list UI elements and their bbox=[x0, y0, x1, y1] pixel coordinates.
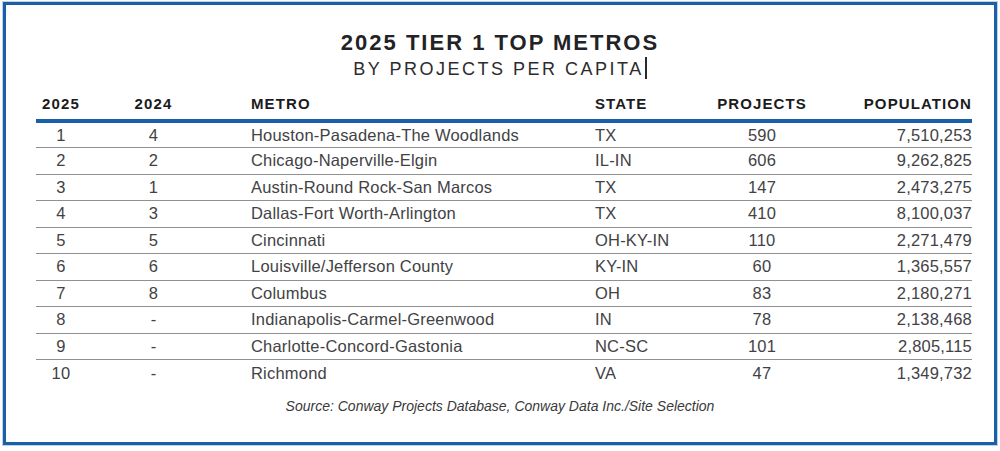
table-frame: 2025 TIER 1 TOP METROS BY PROJECTS PER C… bbox=[3, 2, 997, 445]
cell-rank-2025: 5 bbox=[36, 227, 86, 254]
cell-population: 9,262,825 bbox=[818, 148, 972, 175]
cell-metro: Dallas-Fort Worth-Arlington bbox=[221, 201, 586, 228]
cell-rank-2024: 4 bbox=[86, 121, 221, 148]
cell-rank-2025: 9 bbox=[36, 333, 86, 360]
cell-metro: Chicago-Naperville-Elgin bbox=[221, 148, 586, 175]
cell-state: TX bbox=[586, 201, 706, 228]
cell-rank-2025: 1 bbox=[36, 121, 86, 148]
cell-projects: 590 bbox=[706, 121, 818, 148]
cell-metro: Charlotte-Concord-Gastonia bbox=[221, 333, 586, 360]
cell-rank-2025: 6 bbox=[36, 254, 86, 281]
cell-rank-2025: 10 bbox=[36, 360, 86, 387]
cell-metro: Richmond bbox=[221, 360, 586, 387]
cell-state: KY-IN bbox=[586, 254, 706, 281]
cell-projects: 47 bbox=[706, 360, 818, 387]
cell-population: 2,180,271 bbox=[818, 280, 972, 307]
cell-state: IL-IN bbox=[586, 148, 706, 175]
col-header-state: STATE bbox=[586, 96, 706, 121]
col-header-population: POPULATION bbox=[818, 96, 972, 121]
cell-state: VA bbox=[586, 360, 706, 387]
cell-projects: 60 bbox=[706, 254, 818, 281]
cell-state: NC-SC bbox=[586, 333, 706, 360]
cell-metro: Columbus bbox=[221, 280, 586, 307]
cell-rank-2024: 3 bbox=[86, 201, 221, 228]
source-note: Source: Conway Projects Database, Conway… bbox=[6, 398, 994, 415]
table-row: 6 6 Louisville/Jefferson County KY-IN 60… bbox=[36, 254, 972, 281]
cell-rank-2024: - bbox=[86, 360, 221, 387]
cell-rank-2025: 8 bbox=[36, 307, 86, 334]
cell-metro: Cincinnati bbox=[221, 227, 586, 254]
col-header-rank-2025: 2025 bbox=[36, 96, 86, 121]
metros-table: 2025 2024 METRO STATE PROJECTS POPULATIO… bbox=[36, 96, 972, 386]
cell-rank-2025: 3 bbox=[36, 174, 86, 201]
table-row: 9 - Charlotte-Concord-Gastonia NC-SC 101… bbox=[36, 333, 972, 360]
chart-subtitle: BY PROJECTS PER CAPITA bbox=[353, 59, 643, 79]
cell-rank-2025: 4 bbox=[36, 201, 86, 228]
cell-population: 2,138,468 bbox=[818, 307, 972, 334]
cell-rank-2024: 6 bbox=[86, 254, 221, 281]
cell-projects: 83 bbox=[706, 280, 818, 307]
cell-metro: Austin-Round Rock-San Marcos bbox=[221, 174, 586, 201]
col-header-metro: METRO bbox=[221, 96, 586, 121]
cell-state: TX bbox=[586, 121, 706, 148]
table-row: 7 8 Columbus OH 83 2,180,271 bbox=[36, 280, 972, 307]
cell-rank-2024: 8 bbox=[86, 280, 221, 307]
cell-state: IN bbox=[586, 307, 706, 334]
cell-population: 1,365,557 bbox=[818, 254, 972, 281]
cell-state: TX bbox=[586, 174, 706, 201]
col-header-projects: PROJECTS bbox=[706, 96, 818, 121]
table-row: 5 5 Cincinnati OH-KY-IN 110 2,271,479 bbox=[36, 227, 972, 254]
cell-projects: 78 bbox=[706, 307, 818, 334]
cell-population: 2,805,115 bbox=[818, 333, 972, 360]
cell-state: OH-KY-IN bbox=[586, 227, 706, 254]
cell-rank-2025: 2 bbox=[36, 148, 86, 175]
header-row: 2025 2024 METRO STATE PROJECTS POPULATIO… bbox=[36, 96, 972, 121]
cell-metro: Indianapolis-Carmel-Greenwood bbox=[221, 307, 586, 334]
cell-state: OH bbox=[586, 280, 706, 307]
cell-projects: 101 bbox=[706, 333, 818, 360]
table-row: 3 1 Austin-Round Rock-San Marcos TX 147 … bbox=[36, 174, 972, 201]
cell-projects: 410 bbox=[706, 201, 818, 228]
cell-rank-2024: - bbox=[86, 307, 221, 334]
cell-rank-2024: - bbox=[86, 333, 221, 360]
table-row: 10 - Richmond VA 47 1,349,732 bbox=[36, 360, 972, 387]
cell-metro: Louisville/Jefferson County bbox=[221, 254, 586, 281]
cell-population: 7,510,253 bbox=[818, 121, 972, 148]
table-row: 4 3 Dallas-Fort Worth-Arlington TX 410 8… bbox=[36, 201, 972, 228]
table-row: 8 - Indianapolis-Carmel-Greenwood IN 78 … bbox=[36, 307, 972, 334]
cell-projects: 110 bbox=[706, 227, 818, 254]
table-row: 2 2 Chicago-Naperville-Elgin IL-IN 606 9… bbox=[36, 148, 972, 175]
col-header-rank-2024: 2024 bbox=[86, 96, 221, 121]
cell-projects: 147 bbox=[706, 174, 818, 201]
cell-metro: Houston-Pasadena-The Woodlands bbox=[221, 121, 586, 148]
cell-rank-2024: 2 bbox=[86, 148, 221, 175]
cell-population: 1,349,732 bbox=[818, 360, 972, 387]
cell-projects: 606 bbox=[706, 148, 818, 175]
text-cursor bbox=[645, 57, 647, 79]
cell-rank-2024: 5 bbox=[86, 227, 221, 254]
table-row: 1 4 Houston-Pasadena-The Woodlands TX 59… bbox=[36, 121, 972, 148]
chart-subtitle-row: BY PROJECTS PER CAPITA bbox=[6, 57, 994, 80]
cell-rank-2025: 7 bbox=[36, 280, 86, 307]
cell-rank-2024: 1 bbox=[86, 174, 221, 201]
cell-population: 2,473,275 bbox=[818, 174, 972, 201]
table-body: 1 4 Houston-Pasadena-The Woodlands TX 59… bbox=[36, 121, 972, 386]
cell-population: 2,271,479 bbox=[818, 227, 972, 254]
chart-title: 2025 TIER 1 TOP METROS bbox=[6, 29, 994, 57]
cell-population: 8,100,037 bbox=[818, 201, 972, 228]
